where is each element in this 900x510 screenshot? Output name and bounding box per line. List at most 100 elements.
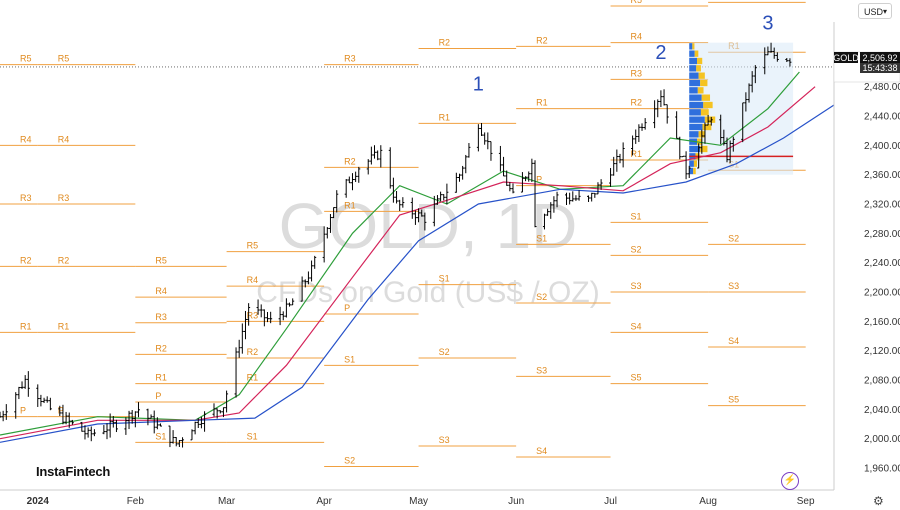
pivot-label-r3: R3: [344, 54, 356, 64]
pivot-label-s3: S3: [631, 281, 642, 291]
symbol-tag: [834, 52, 858, 63]
volume-profile-bar-value: [703, 101, 713, 109]
y-tick-label: 2,240.00: [864, 258, 900, 269]
y-tick-label: 2,000.00: [864, 434, 900, 445]
y-tick-label: 2,440.00: [864, 112, 900, 123]
pivot-label-r5: R5: [58, 54, 70, 64]
volume-profile-bar: [689, 65, 697, 72]
volume-profile-bar-value: [701, 94, 711, 101]
pivot-label-s4: S4: [631, 321, 642, 331]
volume-profile-bar: [689, 72, 699, 79]
pivot-label-r2: R2: [536, 35, 548, 45]
volume-profile-bar-value: [694, 50, 699, 57]
axes: 2,520.002,480.002,440.002,400.002,360.00…: [0, 22, 900, 507]
x-tick-label: Jul: [604, 496, 617, 507]
wave-label-3: 3: [762, 12, 773, 34]
pivot-label-p: P: [155, 391, 161, 401]
pivot-label-r2: R2: [58, 255, 70, 265]
pivot-label-r5: R5: [155, 255, 167, 265]
volume-profile-bar-value: [693, 160, 698, 167]
price-tag: [860, 52, 900, 63]
current-price-label: 2,506.92: [862, 53, 897, 63]
pivot-label-r2: R2: [247, 347, 259, 357]
pivot-label-r2: R2: [439, 38, 451, 48]
pivot-label-s3: S3: [728, 281, 739, 291]
pivot-label-r1: R1: [344, 200, 356, 210]
wave-labels: 1 2 3: [473, 12, 774, 95]
volume-profile-bar-value: [700, 109, 709, 116]
countdown-tag: [860, 63, 900, 73]
volume-profile-bar: [689, 116, 705, 123]
pivot-label-r4: R4: [155, 286, 167, 296]
volume-profile-bar-value: [692, 43, 695, 50]
watermark-subtitle: CFDs on Gold (US$ / OZ): [256, 276, 599, 309]
volume-profile-bar: [689, 94, 702, 101]
pivot-levels: R5 R4 R3 R2 R1 P R5 R4 R3 R2 R1 P R5 R4 R3 R2 R1 P S1 R5 R4 R…: [0, 0, 806, 468]
volume-profile-bar-value: [693, 167, 696, 175]
pivot-label-r3: R3: [247, 310, 259, 320]
x-tick-label: Jun: [508, 496, 524, 507]
symbol-label: GOLD: [833, 53, 859, 63]
pivot-label-r2: R2: [728, 0, 740, 1]
x-tick-label: Feb: [127, 496, 145, 507]
volume-profile-bar-value: [700, 79, 708, 87]
pivot-label-r2: R2: [20, 255, 32, 265]
currency-selector[interactable]: USD ▾: [858, 3, 892, 19]
pivot-label-r2: R2: [631, 98, 643, 108]
pivot-label-s3: S3: [439, 435, 450, 445]
lightning-icon[interactable]: ⚡: [781, 472, 799, 490]
pivot-label-s1: S1: [536, 233, 547, 243]
pivot-label-r1: R1: [536, 98, 548, 108]
pivot-label-r1: R1: [20, 321, 32, 331]
pivot-label-s1: S1: [439, 274, 450, 284]
pivot-label-r5: R5: [247, 241, 259, 251]
pivot-label-r4: R4: [20, 134, 32, 144]
volume-profile-bar-value: [702, 123, 712, 131]
pivot-label-s2: S2: [728, 233, 739, 243]
x-tick-label: May: [409, 496, 428, 507]
x-tick-label: 2024: [27, 496, 50, 507]
wave-label-1: 1: [473, 73, 484, 95]
y-tick-label: 2,400.00: [864, 141, 900, 152]
price-badge: GOLD 2,506.92 15:43:38: [833, 51, 900, 83]
y-tick-label: 2,480.00: [864, 82, 900, 93]
volume-profile-bar: [689, 57, 698, 65]
moving-average-line: [0, 104, 835, 443]
gear-icon[interactable]: ⚙: [873, 494, 884, 508]
pivot-label-r1: R1: [631, 149, 643, 159]
pivot-label-s3: S3: [536, 365, 547, 375]
pivot-label-s1: S1: [631, 211, 642, 221]
pivot-label-s1: S1: [155, 431, 166, 441]
pivot-label-r1: R1: [58, 321, 70, 331]
pivot-label-s2: S2: [439, 347, 450, 357]
y-tick-label: 2,360.00: [864, 170, 900, 181]
pivot-label-s1: S1: [344, 354, 355, 364]
x-tick-label: Mar: [218, 496, 236, 507]
volume-profile: [689, 42, 794, 175]
pivot-label-s2: S2: [344, 456, 355, 466]
countdown-label: 15:43:38: [862, 63, 897, 73]
pivot-label-s5: S5: [631, 373, 642, 383]
brand-logo: InstaFintech: [36, 464, 111, 479]
pivot-label-r5: R5: [20, 54, 32, 64]
pivot-label-s4: S4: [728, 336, 739, 346]
candlesticks: [0, 42, 792, 448]
volume-profile-bar-value: [700, 145, 708, 153]
pivot-label-p: P: [58, 406, 64, 416]
volume-profile-bar: [689, 167, 694, 175]
volume-profile-box: [689, 42, 794, 175]
volume-profile-bar-value: [704, 116, 716, 123]
pivot-label-r2: R2: [344, 156, 356, 166]
y-tick-label: 2,200.00: [864, 288, 900, 299]
watermark-title: GOLD, 1D: [279, 190, 578, 262]
volume-profile-bar: [689, 79, 701, 87]
pivot-label-s4: S4: [536, 446, 547, 456]
pivot-label-s2: S2: [536, 292, 547, 302]
x-tick-label: Apr: [316, 496, 332, 507]
y-tick-label: 2,320.00: [864, 200, 900, 211]
volume-profile-bar: [689, 87, 698, 94]
volume-profile-bar: [689, 145, 701, 153]
pivot-label-r4: R4: [631, 32, 643, 42]
pivot-label-r3: R3: [631, 68, 643, 78]
